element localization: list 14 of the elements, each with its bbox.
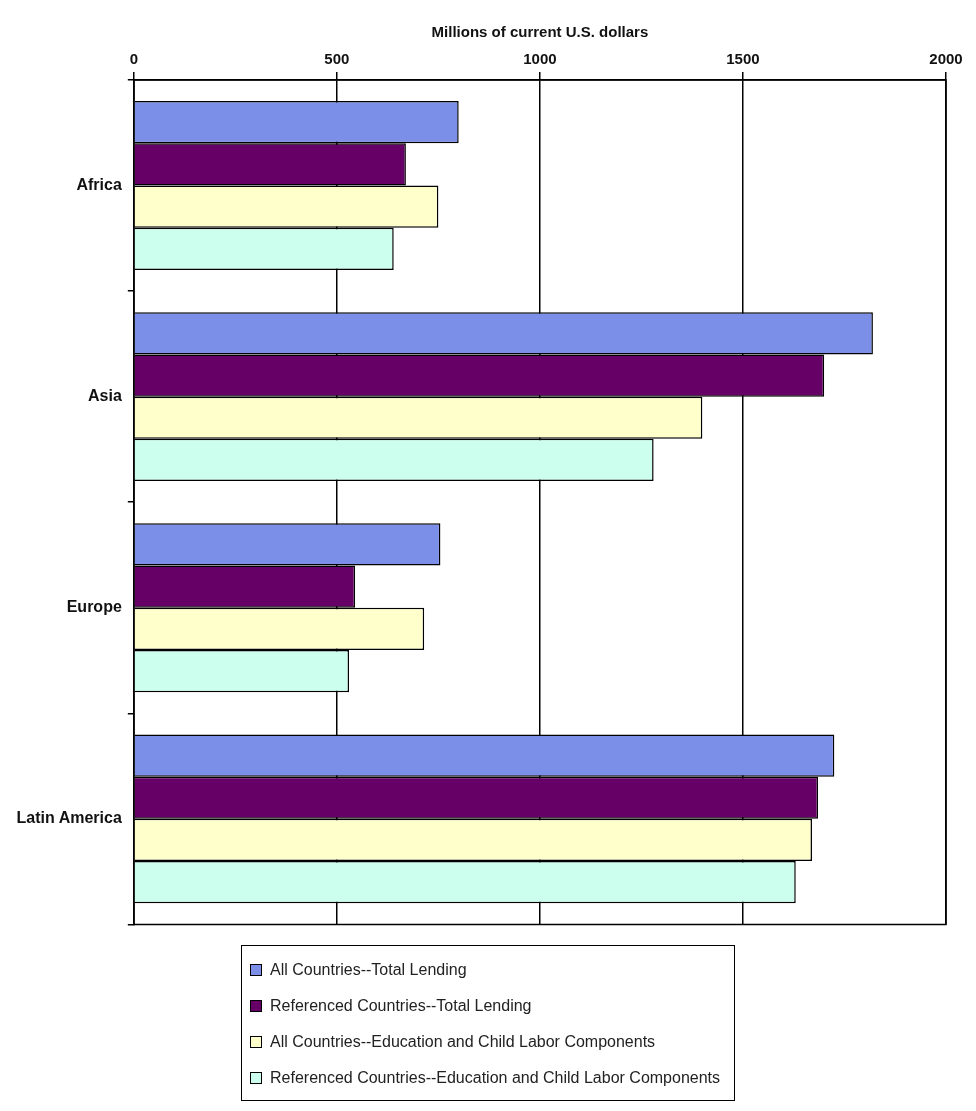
x-tick-label: 1500	[726, 50, 760, 68]
x-tick-label: 500	[324, 50, 350, 68]
x-tick-label: 2000	[929, 50, 963, 68]
legend-label: All Countries--Total Lending	[269, 960, 468, 980]
legend-label: Referenced Countries--Education and Child Labor Components	[269, 1068, 721, 1088]
x-tick-label: 0	[129, 50, 138, 68]
legend-label: Referenced Countries--Total Lending	[269, 996, 533, 1016]
y-tick-label: Latin America	[16, 809, 122, 827]
y-tick-label: Africa	[76, 175, 122, 193]
x-axis-title: Millions of current U.S. dollars	[431, 23, 649, 41]
y-tick-label: Europe	[66, 598, 122, 616]
x-tick-label: 1000	[523, 50, 557, 68]
y-tick-label: Asia	[88, 387, 122, 405]
legend-label: All Countries--Education and Child Labor Components	[269, 1032, 657, 1052]
